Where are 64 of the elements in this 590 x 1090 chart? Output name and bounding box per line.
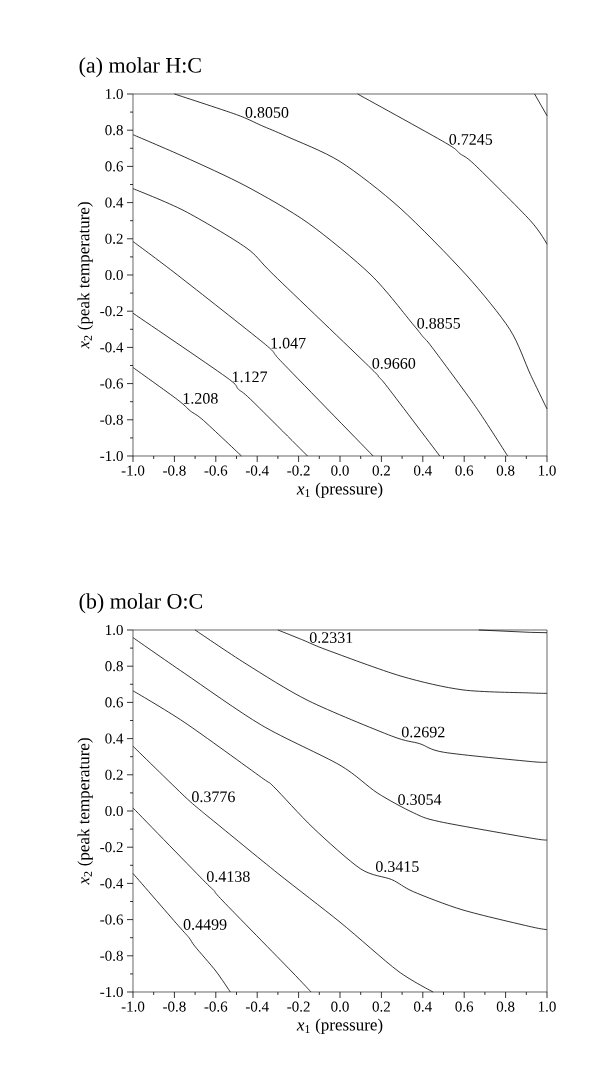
series-label: 0.8855 [417,317,461,329]
x-tick-label: -0.8 [163,465,186,476]
x-tick-label: -0.8 [163,1001,186,1012]
y-tick-label: 0.8 [105,661,123,672]
series-label: 0.9660 [372,357,416,369]
y-axis-title: x$_{2}$ (peak temperature) [77,202,93,349]
series-label: 0.3415 [375,861,419,873]
x-tick-label: 0.4 [413,1001,432,1012]
y-tick-label: 1.0 [106,624,123,636]
y-tick-label: 0.6 [105,697,124,708]
y-tick-label: -1.0 [100,986,123,998]
y-tick-label: 0.6 [105,161,124,172]
series-label: 0.2692 [401,726,445,738]
x-tick-label: 0.8 [496,1001,515,1012]
x-tick-label: -0.2 [287,1001,310,1012]
x-tick-label: 1.0 [538,465,556,476]
y-tick-label: 0.0 [105,269,123,281]
x-tick-label: -1.0 [121,465,145,476]
y-tick-label: -0.2 [100,306,123,317]
x-axis-title: x$_{1}$ (pressure) [296,1018,383,1034]
series-label: 1.127 [232,371,268,383]
y-tick-label: 1.0 [106,88,123,100]
x-tick-label: -0.4 [245,465,269,476]
x-tick-label: 0.4 [413,465,432,476]
y-tick-label: 0.2 [105,769,123,780]
series-label: 0.4499 [183,919,227,930]
chart-title: (a) molar H:C [79,57,201,78]
x-tick-label: -1.0 [121,1001,145,1012]
y-tick-label: -0.4 [100,878,124,889]
y-tick-label: 0.0 [105,805,123,817]
x-tick-label: 0.8 [496,465,515,476]
x-tick-label: 0.0 [331,465,349,476]
y-tick-label: 0.8 [105,125,123,136]
x-tick-label: -0.6 [204,465,228,476]
series-label: 0.7245 [449,134,493,145]
x-tick-label: 0.6 [455,465,474,476]
x-tick-label: 0.6 [455,1001,474,1012]
x-tick-label: 0.2 [372,465,390,476]
x-tick-label: -0.4 [245,1001,269,1012]
y-tick-label: 0.4 [105,197,124,208]
y-tick-label: -0.8 [100,950,123,961]
y-tick-label: -0.6 [100,378,124,389]
series-label: 0.3776 [192,791,235,803]
series-label: 0.2331 [309,632,353,644]
x-tick-label: -0.6 [204,1001,228,1012]
x-tick-label: 0.0 [331,1001,349,1012]
series-label: 0.4138 [206,871,250,882]
y-tick-label: -0.8 [100,414,123,425]
y-axis-title: x$_{2}$ (peak temperature) [77,738,93,885]
series-label: 1.047 [271,337,306,349]
y-tick-label: -0.6 [100,914,124,925]
series-label: 0.8050 [245,107,289,118]
series-label: 1.208 [183,393,218,404]
y-tick-label: 0.2 [105,233,123,244]
series-label: 0.3054 [398,794,442,806]
y-tick-label: 0.4 [105,733,124,744]
chart-title: (b) molar O:C [79,593,203,614]
x-tick-label: 1.0 [538,1001,556,1012]
y-tick-label: -0.4 [100,342,124,353]
x-tick-label: -0.2 [287,465,310,476]
y-tick-label: -0.2 [100,842,123,853]
x-tick-label: 0.2 [372,1001,390,1012]
y-tick-label: -1.0 [100,450,123,462]
x-axis-title: x$_{1}$ (pressure) [296,482,383,498]
